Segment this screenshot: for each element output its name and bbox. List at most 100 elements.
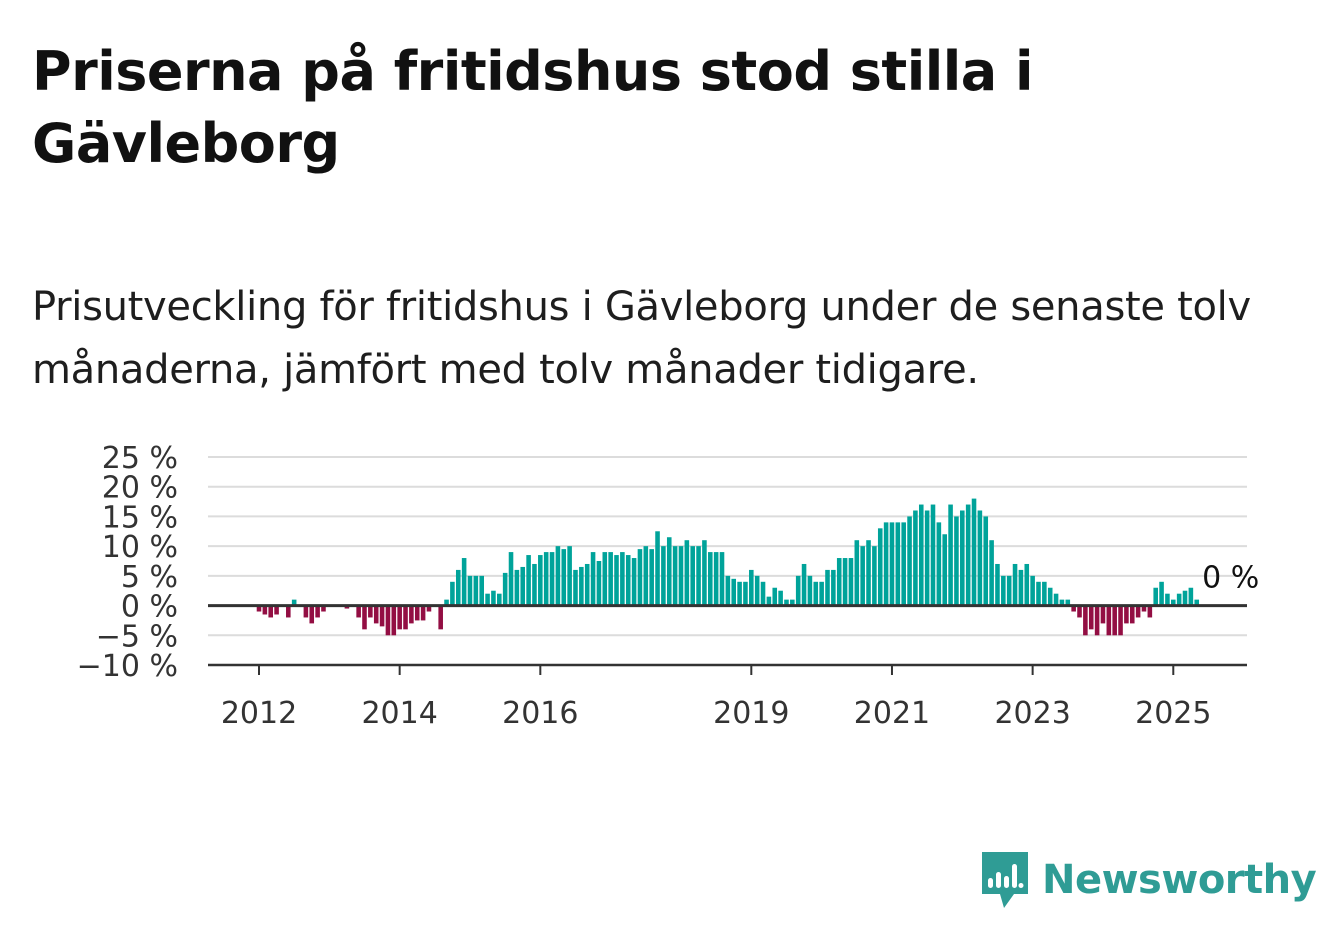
bar (836, 558, 842, 606)
bar (713, 552, 719, 606)
bar (321, 605, 326, 612)
x-tick-label: 2012 (221, 696, 297, 731)
x-tick-label: 2023 (994, 696, 1070, 731)
y-tick-label: −5 % (96, 619, 178, 654)
bar (707, 552, 713, 606)
bar (637, 549, 643, 606)
bar (977, 510, 983, 606)
bar (397, 605, 402, 630)
bar (866, 540, 871, 606)
bar (262, 605, 268, 615)
bar (1106, 605, 1112, 636)
bar (813, 581, 819, 606)
bar (889, 522, 895, 606)
bar (608, 552, 613, 606)
bar (795, 575, 801, 606)
bar (438, 605, 443, 630)
bar (379, 605, 385, 627)
bar (643, 546, 649, 606)
bar (508, 552, 514, 606)
bar (965, 504, 971, 606)
bar (848, 558, 854, 606)
bar (672, 546, 678, 606)
bar (567, 546, 572, 606)
bar (1001, 575, 1006, 606)
page-title: Priserna på fritidshus stod stilla i Gäv… (32, 40, 1034, 175)
x-tick-label: 2019 (713, 696, 789, 731)
bar (819, 581, 824, 606)
bar (256, 605, 262, 612)
bar (825, 569, 830, 606)
bar (491, 590, 496, 606)
bar (450, 581, 455, 606)
bar (414, 605, 420, 621)
bar (907, 516, 912, 606)
bar (661, 546, 666, 606)
bar (930, 504, 936, 606)
bar (942, 534, 948, 606)
bar (561, 549, 567, 606)
x-tick-label: 2014 (361, 696, 437, 731)
y-tick-label: 25 % (102, 441, 178, 476)
bar (778, 590, 783, 606)
bar (315, 605, 320, 618)
bar (1083, 605, 1088, 636)
bar (1194, 599, 1200, 606)
bar (532, 563, 537, 606)
bar (420, 605, 426, 621)
newsworthy-logo: Newsworthy (980, 850, 1317, 910)
bar (467, 575, 473, 606)
bar (409, 605, 414, 624)
newsworthy-logo-icon (982, 852, 1028, 908)
x-tick-label: 2021 (854, 696, 930, 731)
bar (538, 555, 543, 606)
bar (696, 546, 701, 606)
bar (479, 575, 484, 606)
bar (731, 578, 737, 606)
bar (614, 555, 619, 606)
bar (649, 549, 654, 606)
latest-value-label: 0 % (1202, 561, 1259, 596)
bar (526, 555, 531, 606)
bar (473, 575, 479, 606)
bar (1159, 581, 1164, 606)
bar (543, 552, 549, 606)
bar (1036, 581, 1041, 606)
price-change-bar-chart: 25 %20 %15 %10 %5 %0 %−5 %−10 % 2012 2014… (77, 441, 1260, 731)
bar (1042, 581, 1047, 606)
x-tick-label: 2025 (1135, 696, 1211, 731)
bar (983, 516, 989, 606)
x-tick-label: 2016 (502, 696, 578, 731)
bar (702, 540, 707, 606)
bar (913, 510, 918, 606)
bar (924, 510, 930, 606)
bar (497, 593, 502, 606)
bar (444, 599, 449, 606)
bar (842, 558, 848, 606)
bar (1112, 605, 1117, 636)
bar (725, 575, 731, 606)
bar (772, 587, 778, 606)
chart-subtitle: Prisutveckling för fritidshus i Gävlebor… (32, 284, 1251, 393)
bar (1053, 593, 1059, 606)
y-axis-tick-labels: 25 %20 %15 %10 %5 %0 %−5 %−10 % (77, 441, 178, 684)
bar (989, 540, 994, 606)
bar (596, 561, 602, 606)
bar (1141, 605, 1147, 612)
bar (286, 605, 291, 618)
bar (901, 522, 906, 606)
bar (1100, 605, 1106, 624)
bar (1176, 593, 1182, 606)
bar (749, 569, 754, 606)
bar (590, 552, 596, 606)
bar (760, 581, 766, 606)
bar (690, 546, 695, 606)
bar (801, 563, 807, 606)
bar (784, 599, 789, 606)
brand-name: Newsworthy (1042, 857, 1317, 903)
bar (520, 566, 526, 606)
bar (268, 605, 274, 618)
bar (549, 552, 555, 606)
bar (1018, 569, 1024, 606)
bar (502, 572, 508, 606)
